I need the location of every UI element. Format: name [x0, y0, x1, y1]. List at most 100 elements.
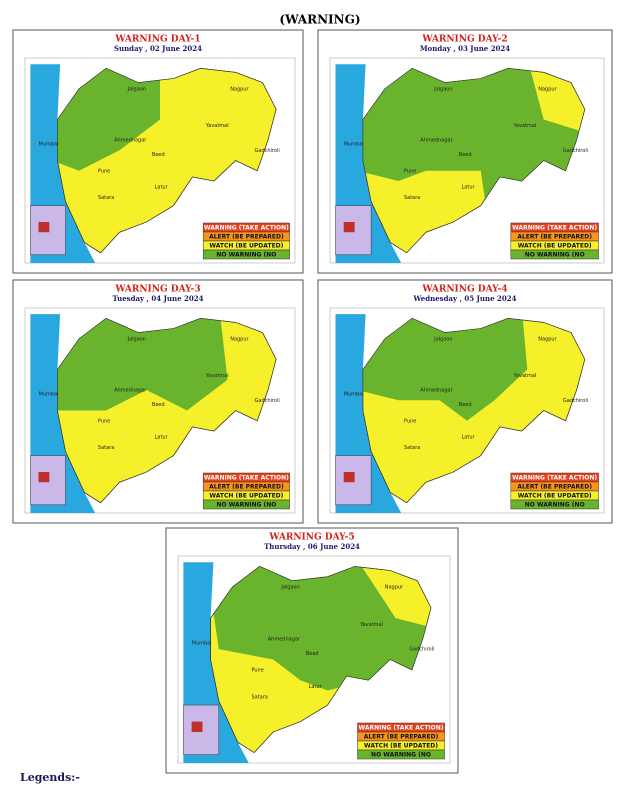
district-label: Gadchiroli	[255, 148, 280, 154]
district-label: Ahmednagar	[114, 388, 147, 394]
district-label: Satara	[98, 195, 114, 201]
district-label: Latur	[155, 185, 169, 191]
district-label: Pune	[98, 418, 110, 424]
legend-swatch	[510, 499, 599, 510]
district-label: Mumbai	[39, 392, 59, 398]
district-label: Satara	[404, 195, 420, 201]
district-label: Nagpur	[385, 585, 404, 591]
legend-label: ALERT (BE PREPARED)	[209, 234, 284, 241]
legend-swatch	[510, 249, 599, 260]
legend-label: WARNING (TAKE ACTION)	[512, 475, 597, 482]
district-label: Latur	[462, 435, 476, 441]
district-label: Gadchiroli	[563, 148, 588, 154]
district-label: Mumbai	[344, 142, 364, 148]
district-label: Satara	[98, 445, 114, 451]
panel-date: Wednesday , 05 June 2024	[413, 294, 517, 303]
legends-label: Legends:-	[20, 771, 80, 784]
state-outline	[57, 317, 277, 504]
district-label: Nagpur	[230, 86, 249, 92]
inset-state	[343, 222, 355, 233]
panel-title: WARNING DAY-1	[114, 35, 200, 45]
legend-swatch	[202, 249, 290, 260]
district-label: Ahmednagar	[420, 388, 453, 394]
district-label: Gadchiroli	[255, 398, 280, 404]
district-label: Satara	[404, 445, 420, 451]
state-outline	[362, 317, 586, 504]
legend-label: ALERT (BE PREPARED)	[517, 484, 592, 491]
legend-label: NO WARNING (NO	[525, 252, 585, 259]
district-label: Latur	[462, 185, 476, 191]
district-label: Ahmednagar	[114, 138, 147, 144]
district-label: Latur	[155, 435, 169, 441]
legend-label: WARNING (TAKE ACTION)	[204, 225, 289, 232]
legend-label: ALERT (BE PREPARED)	[517, 234, 592, 241]
district-label: Yavatmal	[359, 622, 383, 628]
district-label: Nagpur	[538, 86, 557, 92]
district-label: Jalgaon	[433, 336, 452, 342]
inset-state	[343, 472, 355, 483]
panel-date: Monday , 03 June 2024	[420, 44, 510, 53]
district-label: Mumbai	[344, 392, 364, 398]
district-label: Mumbai	[192, 640, 212, 646]
panel-title: WARNING DAY-5	[268, 533, 354, 543]
district-label: Beed	[459, 152, 472, 158]
state-no-warning-area	[210, 566, 431, 691]
legend-label: WARNING (TAKE ACTION)	[204, 475, 289, 482]
district-label: Pune	[404, 418, 416, 424]
district-label: Satara	[251, 694, 267, 700]
legend-label: WATCH (BE UPDATED)	[518, 243, 592, 250]
legend-label: ALERT (BE PREPARED)	[209, 484, 284, 491]
panel-title: WARNING DAY-2	[421, 35, 507, 45]
panel-date: Thursday , 06 June 2024	[264, 542, 360, 551]
legend-label: NO WARNING (NO	[525, 502, 585, 509]
legend-label: WATCH (BE UPDATED)	[518, 493, 592, 500]
district-label: Pune	[404, 168, 416, 174]
page-title: (WARNING)	[279, 13, 360, 27]
district-label: Pune	[98, 168, 110, 174]
legend-swatch	[357, 749, 445, 760]
panel-date: Tuesday , 04 June 2024	[113, 294, 204, 303]
district-label: Pune	[251, 667, 263, 673]
legend-label: WARNING (TAKE ACTION)	[359, 725, 444, 732]
legend-label: WATCH (BE UPDATED)	[209, 243, 283, 250]
district-label: Yavatmal	[513, 373, 537, 379]
legend-swatch	[202, 499, 290, 510]
district-label: Yavatmal	[205, 123, 229, 129]
district-label: Nagpur	[230, 336, 249, 342]
district-label: Mumbai	[39, 142, 59, 148]
district-label: Jalgaon	[433, 86, 452, 92]
district-label: Yavatmal	[513, 123, 537, 129]
state-outline	[57, 67, 277, 254]
district-label: Gadchiroli	[563, 398, 588, 404]
district-label: Beed	[306, 651, 319, 657]
district-label: Latur	[309, 684, 323, 690]
legend-label: WATCH (BE UPDATED)	[364, 743, 438, 750]
legend-label: ALERT (BE PREPARED)	[364, 734, 439, 741]
district-label: Jalgaon	[127, 336, 146, 342]
panel-date: Sunday , 02 June 2024	[114, 44, 202, 53]
panel-title: WARNING DAY-3	[114, 285, 200, 295]
inset-state	[38, 472, 50, 483]
district-label: Gadchiroli	[409, 647, 434, 653]
legend-label: NO WARNING (NO	[371, 752, 431, 759]
inset-state	[38, 222, 50, 233]
legend-label: NO WARNING (NO	[216, 252, 276, 259]
legend-label: WATCH (BE UPDATED)	[209, 493, 283, 500]
legend-label: NO WARNING (NO	[216, 502, 276, 509]
panel-title: WARNING DAY-4	[421, 285, 507, 295]
district-label: Jalgaon	[280, 585, 299, 591]
district-label: Ahmednagar	[268, 636, 301, 642]
state-no-warning-area	[57, 318, 228, 411]
district-label: Ahmednagar	[420, 138, 453, 144]
district-label: Beed	[152, 152, 165, 158]
inset-state	[191, 721, 203, 732]
state-no-warning-area	[362, 318, 528, 421]
district-label: Beed	[459, 402, 472, 408]
district-label: Jalgaon	[127, 86, 146, 92]
